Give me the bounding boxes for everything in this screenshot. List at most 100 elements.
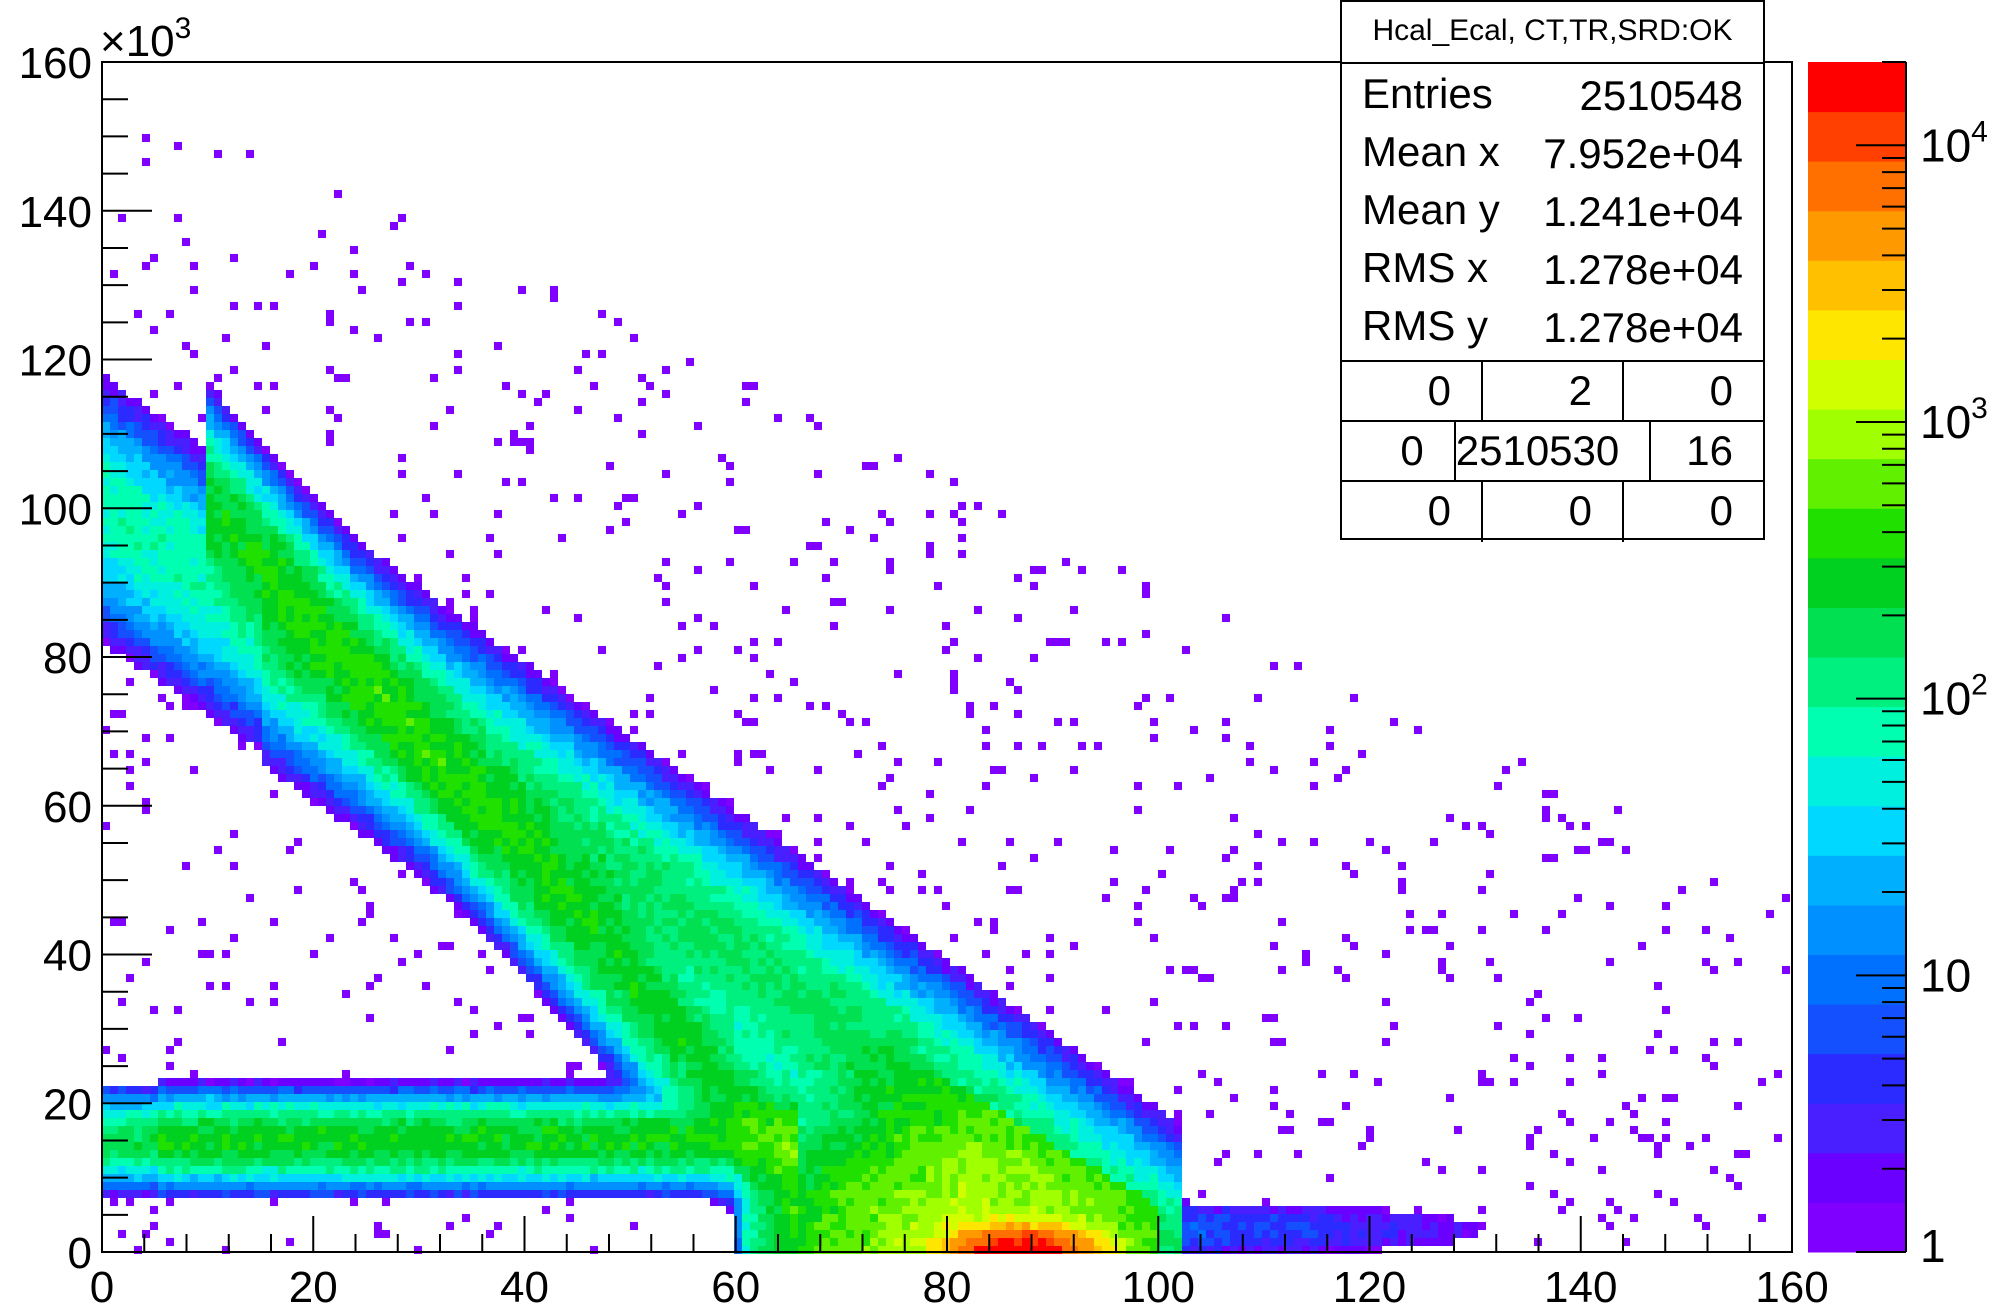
heatmap-cell	[366, 830, 374, 838]
heatmap-cell	[438, 1118, 446, 1126]
heatmap-cell	[630, 966, 638, 974]
heatmap-cell	[326, 758, 334, 766]
heatmap-cell	[374, 726, 382, 734]
heatmap-cell	[462, 654, 470, 662]
heatmap-cell	[262, 454, 270, 462]
heatmap-cell	[758, 1110, 766, 1118]
heatmap-cell	[566, 918, 574, 926]
heatmap-cell	[358, 582, 366, 590]
heatmap-cell	[438, 782, 446, 790]
heatmap-cell	[366, 1182, 374, 1190]
heatmap-cell	[190, 526, 198, 534]
heatmap-cell	[806, 1030, 814, 1038]
heatmap-cell	[718, 1198, 726, 1206]
heatmap-cell	[334, 654, 342, 662]
heatmap-cell	[598, 1006, 606, 1014]
heatmap-cell	[606, 894, 614, 902]
heatmap-cell	[518, 854, 526, 862]
heatmap-cell	[190, 1086, 198, 1094]
heatmap-cell	[798, 950, 806, 958]
heatmap-cell	[262, 1094, 270, 1102]
heatmap-cell	[166, 638, 174, 646]
heatmap-cell	[278, 1134, 286, 1142]
heatmap-cell	[662, 1046, 670, 1054]
heatmap-cell	[310, 630, 318, 638]
heatmap-cell	[398, 646, 406, 654]
heatmap-cell	[206, 654, 214, 662]
heatmap-cell	[166, 558, 174, 566]
heatmap-cell	[110, 566, 118, 574]
heatmap-cell	[614, 846, 622, 854]
heatmap-cell	[638, 814, 646, 822]
heatmap-cell	[302, 1118, 310, 1126]
heatmap-cell	[742, 918, 750, 926]
heatmap-cell	[494, 854, 502, 862]
heatmap-cell	[518, 958, 526, 966]
heatmap-cell	[542, 726, 550, 734]
heatmap-cell	[686, 1014, 694, 1022]
heatmap-cell	[718, 830, 726, 838]
heatmap-cell	[142, 534, 150, 542]
heatmap-cell	[486, 766, 494, 774]
heatmap-cell	[510, 886, 518, 894]
heatmap-cell	[566, 1134, 574, 1142]
heatmap-cell	[630, 798, 638, 806]
heatmap-cell	[254, 1086, 262, 1094]
heatmap-cell	[318, 622, 326, 630]
heatmap-cell	[630, 886, 638, 894]
heatmap-cell	[638, 1158, 646, 1166]
heatmap-cell	[398, 1078, 406, 1086]
heatmap-cell	[670, 942, 678, 950]
heatmap-cell	[358, 830, 366, 838]
heatmap-cell	[414, 1086, 422, 1094]
heatmap-cell	[470, 878, 478, 886]
heatmap-cell	[646, 1190, 654, 1198]
heatmap-cell	[126, 1094, 134, 1102]
heatmap-cell	[110, 446, 118, 454]
heatmap-cell	[382, 822, 390, 830]
heatmap-cell	[750, 1086, 758, 1094]
heatmap-cell	[478, 806, 486, 814]
heatmap-cell	[374, 598, 382, 606]
heatmap-cell	[558, 1006, 566, 1014]
heatmap-cell	[638, 982, 646, 990]
heatmap-cell	[310, 686, 318, 694]
heatmap-cell	[454, 302, 462, 310]
heatmap-cell	[654, 1182, 662, 1190]
heatmap-cell	[302, 710, 310, 718]
heatmap-cell	[110, 646, 118, 654]
heatmap-cell	[686, 950, 694, 958]
heatmap-cell	[558, 1190, 566, 1198]
heatmap-cell	[254, 734, 262, 742]
heatmap-cell	[446, 822, 454, 830]
heatmap-cell	[518, 686, 526, 694]
heatmap-cell	[206, 1150, 214, 1158]
heatmap-cell	[606, 830, 614, 838]
heatmap-cell	[134, 518, 142, 526]
heatmap-cell	[622, 966, 630, 974]
heatmap-cell	[710, 998, 718, 1006]
heatmap-cell	[102, 1094, 110, 1102]
heatmap-cell	[174, 1086, 182, 1094]
heatmap-cell	[198, 1086, 206, 1094]
heatmap-cell	[646, 1134, 654, 1142]
heatmap-cell	[390, 614, 398, 622]
heatmap-cell	[286, 750, 294, 758]
heatmap-cell	[574, 854, 582, 862]
heatmap-cell	[806, 1046, 814, 1054]
heatmap-cell	[430, 774, 438, 782]
heatmap-cell	[222, 534, 230, 542]
heatmap-cell	[230, 430, 238, 438]
heatmap-cell	[534, 1094, 542, 1102]
heatmap-cell	[774, 1110, 782, 1118]
heatmap-cell	[662, 846, 670, 854]
heatmap-cell	[446, 1046, 454, 1054]
heatmap-cell	[286, 718, 294, 726]
heatmap-cell	[670, 926, 678, 934]
heatmap-cell	[134, 646, 142, 654]
heatmap-cell	[550, 1078, 558, 1086]
heatmap-cell	[382, 1150, 390, 1158]
heatmap-cell	[430, 878, 438, 886]
heatmap-cell	[446, 894, 454, 902]
heatmap-cell	[478, 798, 486, 806]
